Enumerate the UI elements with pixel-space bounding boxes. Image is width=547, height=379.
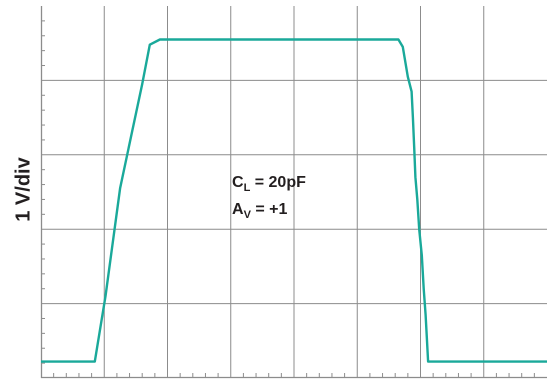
axis-ticks [41,20,535,378]
cl-symbol: C [232,174,244,191]
cl-value: = 20pF [250,174,306,191]
av-symbol: A [232,201,244,218]
annotation-line-cl: CL = 20pF [232,174,306,194]
av-subscript: V [244,209,252,221]
annotation: CL = 20pF AV = +1 [232,174,306,221]
signal-trace [41,38,547,363]
traces [41,38,547,363]
annotation-line-av: AV = +1 [232,201,287,221]
cl-subscript: L [244,182,251,194]
grid [40,6,547,379]
av-value: = +1 [251,201,288,218]
